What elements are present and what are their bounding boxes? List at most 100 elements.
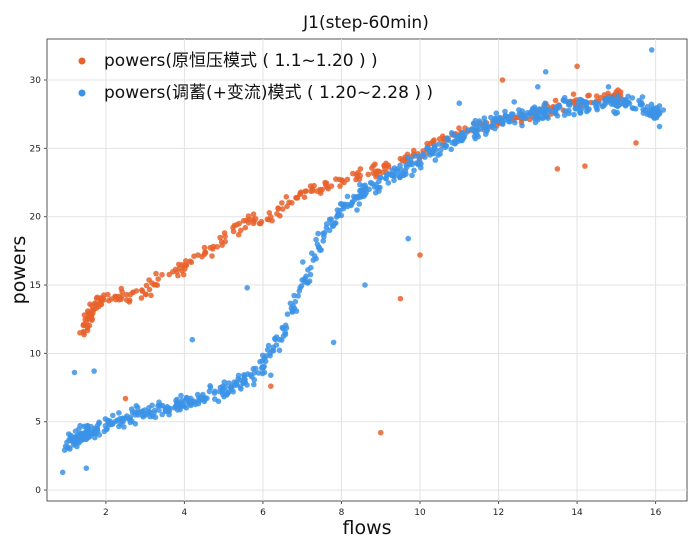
scatter-point xyxy=(242,224,249,231)
scatter-point xyxy=(283,325,290,331)
scatter-point xyxy=(372,161,378,167)
y-tick-label: 0 xyxy=(35,486,41,496)
scatter-point xyxy=(287,300,294,307)
scatter-point xyxy=(159,271,165,278)
scatter-point xyxy=(651,114,657,120)
scatter-point xyxy=(236,220,242,227)
legend-marker xyxy=(78,89,86,97)
scatter-point xyxy=(385,180,392,186)
scatter-point xyxy=(225,389,232,396)
scatter-point xyxy=(448,146,455,153)
scatter-point xyxy=(238,227,244,234)
scatter-point xyxy=(123,291,130,298)
legend: powers(原恒压模式 ( 1.1~1.20 ) ) powers(调蓄(+变流… xyxy=(78,51,433,103)
scatter-point xyxy=(66,437,72,443)
scatter-point xyxy=(116,410,122,416)
scatter-point xyxy=(260,352,266,359)
scatter-point xyxy=(604,95,611,102)
scatter-point xyxy=(251,381,257,388)
scatter-point xyxy=(276,336,283,343)
scatter-point xyxy=(308,264,314,271)
scatter-point xyxy=(439,133,446,139)
scatter-point xyxy=(570,91,577,97)
scatter-point xyxy=(132,412,138,418)
scatter-point xyxy=(411,167,417,174)
scatter-point xyxy=(91,306,98,312)
scatter-point xyxy=(315,230,321,237)
scatter-point xyxy=(222,238,228,245)
scatter-point xyxy=(133,403,140,409)
scatter-point xyxy=(573,105,579,112)
scatter-point xyxy=(93,429,99,436)
scatter-point xyxy=(82,316,88,323)
scatter-point xyxy=(255,370,262,376)
scatter-point xyxy=(431,144,438,151)
scatter-point xyxy=(92,434,98,441)
scatter-point xyxy=(377,174,384,181)
scatter-point xyxy=(245,213,252,219)
scatter-point xyxy=(118,296,124,303)
y-tick-label: 25 xyxy=(30,144,41,154)
legend-marker xyxy=(78,57,86,65)
scatter-point xyxy=(591,100,597,106)
scatter-point xyxy=(319,186,326,193)
scatter-point xyxy=(83,423,90,429)
scatter-point xyxy=(166,271,172,278)
scatter-point xyxy=(499,118,506,125)
scatter-point xyxy=(578,97,585,103)
scatter-point xyxy=(374,185,381,191)
scatter-point xyxy=(284,311,291,318)
scatter-point xyxy=(328,221,335,227)
scatter-point xyxy=(394,167,400,174)
scatter-point xyxy=(424,140,430,147)
scatter-point xyxy=(207,384,214,391)
scatter-point xyxy=(639,94,646,100)
scatter-point xyxy=(456,125,462,131)
scatter-point xyxy=(199,395,206,402)
x-tick-label: 10 xyxy=(414,508,426,518)
scatter-point xyxy=(561,98,568,104)
scatter-point xyxy=(602,101,608,107)
scatter-point xyxy=(552,97,559,104)
scatter-point xyxy=(335,212,341,219)
scatter-point xyxy=(516,111,522,117)
scatter-point xyxy=(354,207,360,213)
scatter-point xyxy=(217,384,224,391)
scatter-point xyxy=(235,372,242,379)
scatter-point xyxy=(105,291,111,298)
scatter-point xyxy=(383,175,389,182)
scatter-point xyxy=(542,69,549,75)
scatter-point xyxy=(554,166,561,172)
scatter-point xyxy=(279,200,285,206)
scatter-point xyxy=(59,469,66,476)
scatter-point xyxy=(493,110,500,116)
x-tick-label: 16 xyxy=(650,508,662,518)
scatter-point xyxy=(409,161,416,168)
scatter-point xyxy=(273,342,280,348)
scatter-point xyxy=(250,211,257,217)
scatter-point xyxy=(301,194,308,200)
scatter-point xyxy=(250,220,257,227)
scatter-point xyxy=(101,428,108,435)
x-tick-label: 4 xyxy=(182,508,188,518)
scatter-point xyxy=(293,194,300,201)
scatter-point xyxy=(303,188,309,194)
scatter-point xyxy=(97,296,103,302)
scatter-point xyxy=(262,358,269,365)
scatter-point xyxy=(143,291,149,298)
scatter-point xyxy=(339,201,345,207)
scatter-point xyxy=(481,123,487,130)
scatter-point xyxy=(474,131,480,138)
scatter-point xyxy=(88,423,94,430)
scatter-point xyxy=(506,118,512,125)
scatter-point xyxy=(407,156,414,163)
scatter-point xyxy=(268,383,274,390)
scatter-point xyxy=(183,258,189,264)
scatter-point xyxy=(127,291,134,298)
scatter-point xyxy=(574,63,580,70)
x-tick-label: 8 xyxy=(339,508,345,518)
scatter-point xyxy=(175,272,181,279)
scatter-point xyxy=(435,152,441,158)
scatter-point xyxy=(366,186,372,193)
